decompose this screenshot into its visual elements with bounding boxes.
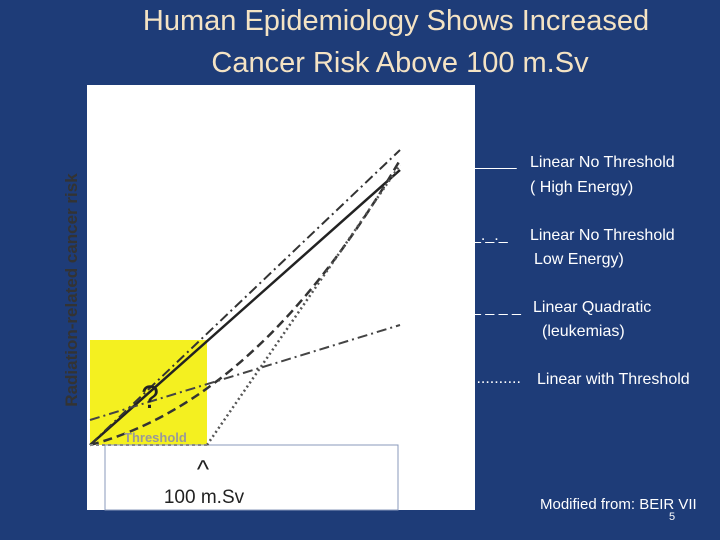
legend-symbol: _._._	[471, 227, 509, 244]
y-axis-label: Radiation-related cancer risk	[62, 173, 81, 407]
legend-label: Linear No Threshold	[530, 154, 675, 171]
dose-label: 100 m.Sv	[164, 487, 245, 508]
legend-label: Linear Quadratic	[533, 299, 651, 316]
dose-box	[104, 444, 399, 511]
title-line: Cancer Risk Above 100 m.Sv	[211, 47, 589, 79]
legend-symbol: ...........	[472, 370, 521, 387]
threshold-line	[205, 164, 402, 446]
page-number: 5	[669, 511, 675, 523]
legend-label: Linear with Threshold	[537, 371, 690, 388]
arrow: ^	[197, 454, 210, 484]
threshold-label: Threshold	[124, 430, 187, 445]
legend-sublabel: Low Energy)	[534, 251, 624, 268]
question-mark: ?	[141, 379, 159, 415]
legend-symbol: _ _ _ _	[471, 299, 522, 316]
credit: Modified from: BEIR VII	[540, 496, 697, 513]
leukemia-line	[89, 324, 401, 421]
legend-sublabel: (leukemias)	[542, 323, 625, 340]
legend-label: Linear No Threshold	[530, 227, 675, 244]
lnt-high-line	[89, 169, 401, 446]
legend-sublabel: ( High Energy)	[530, 179, 633, 196]
legend-symbol: _____	[471, 153, 518, 170]
title-line: Human Epidemiology Shows Increased	[143, 5, 649, 37]
